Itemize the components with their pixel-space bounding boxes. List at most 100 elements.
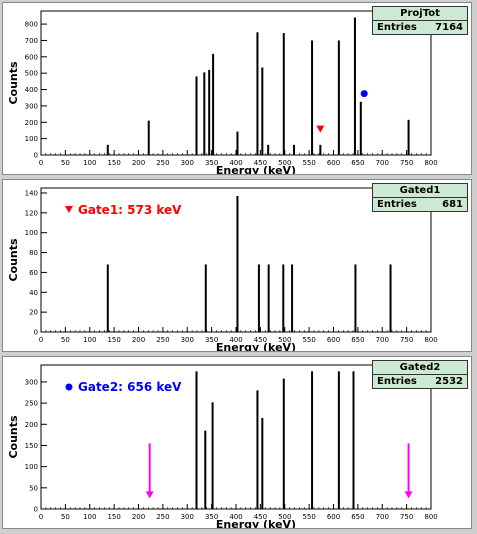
- peak-bar: [337, 40, 340, 155]
- y-tick-label: 250: [25, 400, 38, 408]
- y-tick-label: 40: [29, 289, 38, 297]
- stats-box-gated2: Gated2 Entries 2532: [372, 360, 468, 389]
- x-tick-label: 50: [61, 159, 70, 167]
- peak-bar: [203, 72, 206, 155]
- peak-bar: [236, 195, 239, 332]
- x-tick-label: 400: [229, 513, 242, 521]
- y-tick-label: 0: [34, 506, 38, 514]
- x-tick-label: 100: [83, 513, 96, 521]
- x-tick-label: 0: [39, 159, 43, 167]
- peak-bar: [353, 17, 356, 155]
- peak-bar: [359, 101, 362, 155]
- peak-bar: [282, 378, 285, 509]
- peak-bar: [352, 371, 355, 509]
- x-tick-label: 250: [156, 513, 169, 521]
- peak-bar: [311, 371, 314, 509]
- y-tick-label: 700: [25, 37, 38, 45]
- y-tick-label: 0: [34, 329, 38, 337]
- chart-projtot: 0 50 100 150 200 250 300 350 400 450 500 550 600 650 7…: [7, 10, 438, 177]
- x-tick-label: 450: [254, 159, 267, 167]
- x-tick-label: 750: [400, 336, 413, 344]
- peak-bar: [282, 264, 285, 332]
- x-tick-label: 50: [61, 513, 70, 521]
- x-tick-label: 350: [205, 336, 218, 344]
- y-tick-label: 500: [25, 70, 38, 78]
- peak-bar: [311, 40, 314, 155]
- gate-annotation: Gate2: 656 keV: [78, 380, 182, 394]
- peak-bar: [319, 144, 322, 155]
- peak-bar: [195, 76, 198, 155]
- arrow-head: [145, 491, 154, 499]
- x-tick-label: 100: [83, 159, 96, 167]
- entries-label: Entries: [377, 199, 417, 210]
- x-tick-label: 300: [181, 159, 194, 167]
- x-tick-label: 550: [302, 336, 315, 344]
- peak-bar: [204, 264, 207, 332]
- x-tick-label: 550: [302, 513, 315, 521]
- peak-bar: [147, 120, 150, 155]
- plot-frame: [40, 10, 432, 156]
- x-tick-label: 350: [205, 159, 218, 167]
- stats-title: Gated2: [373, 361, 467, 375]
- y-tick-label: 150: [25, 442, 38, 450]
- y-tick-label: 100: [25, 463, 38, 471]
- x-tick-label: 150: [107, 336, 120, 344]
- peak-bar: [389, 264, 392, 332]
- gate-marker-triangle: [316, 125, 325, 133]
- x-tick-label: 800: [424, 336, 437, 344]
- stats-title: Gated1: [373, 184, 467, 198]
- entries-label: Entries: [377, 22, 417, 33]
- x-tick-label: 650: [351, 513, 364, 521]
- peak-bar: [256, 32, 259, 155]
- entries-value: 7164: [435, 22, 463, 33]
- y-tick-label: 200: [25, 421, 38, 429]
- x-tick-label: 650: [351, 336, 364, 344]
- x-tick-label: 350: [205, 513, 218, 521]
- peak-bar: [261, 417, 264, 509]
- x-tick-label: 300: [181, 513, 194, 521]
- y-axis-label: Counts: [7, 238, 20, 282]
- x-axis-label: Energy (keV): [216, 518, 296, 528]
- x-tick-label: 400: [229, 159, 242, 167]
- peak-bar: [407, 119, 410, 155]
- x-axis-label: Energy (keV): [216, 164, 296, 174]
- x-tick-label: 500: [278, 336, 291, 344]
- peak-bar: [267, 264, 270, 332]
- x-tick-label: 100: [83, 336, 96, 344]
- peak-bar: [282, 33, 285, 155]
- x-tick-label: 250: [156, 336, 169, 344]
- x-tick-label: 750: [400, 159, 413, 167]
- plot-frame: [40, 187, 432, 333]
- entries-value: 681: [442, 199, 463, 210]
- x-tick-label: 300: [181, 336, 194, 344]
- gate-annotation: Gate1: 573 keV: [78, 203, 182, 217]
- peak-bar: [204, 430, 207, 509]
- y-tick-label: 200: [25, 119, 38, 127]
- x-tick-label: 650: [351, 159, 364, 167]
- peak-bar: [354, 264, 357, 332]
- y-tick-label: 600: [25, 53, 38, 61]
- peak-bar: [291, 264, 294, 332]
- y-tick-label: 400: [25, 86, 38, 94]
- x-tick-label: 200: [132, 336, 145, 344]
- x-tick-label: 0: [39, 513, 43, 521]
- x-tick-label: 800: [424, 513, 437, 521]
- y-tick-label: 80: [29, 249, 38, 257]
- panel-gated2: 0 50 100 150 200 250 300 350 400 450 500 550 600 650 7…: [2, 356, 472, 531]
- annotation-circle-icon: [65, 383, 73, 391]
- x-tick-label: 0: [39, 336, 43, 344]
- x-tick-label: 500: [278, 513, 291, 521]
- entries-label: Entries: [377, 376, 417, 387]
- peak-bar: [257, 264, 260, 332]
- x-tick-label: 600: [327, 336, 340, 344]
- y-tick-label: 800: [25, 21, 38, 29]
- y-axis-label: Counts: [7, 61, 20, 105]
- annotation-triangle-icon: [65, 206, 73, 213]
- y-tick-label: 120: [25, 209, 38, 217]
- entries-value: 2532: [435, 376, 463, 387]
- x-tick-label: 250: [156, 159, 169, 167]
- peak-bar: [208, 69, 211, 155]
- y-tick-label: 140: [25, 189, 38, 197]
- plot-frame: [40, 364, 432, 510]
- peak-bar: [195, 371, 198, 509]
